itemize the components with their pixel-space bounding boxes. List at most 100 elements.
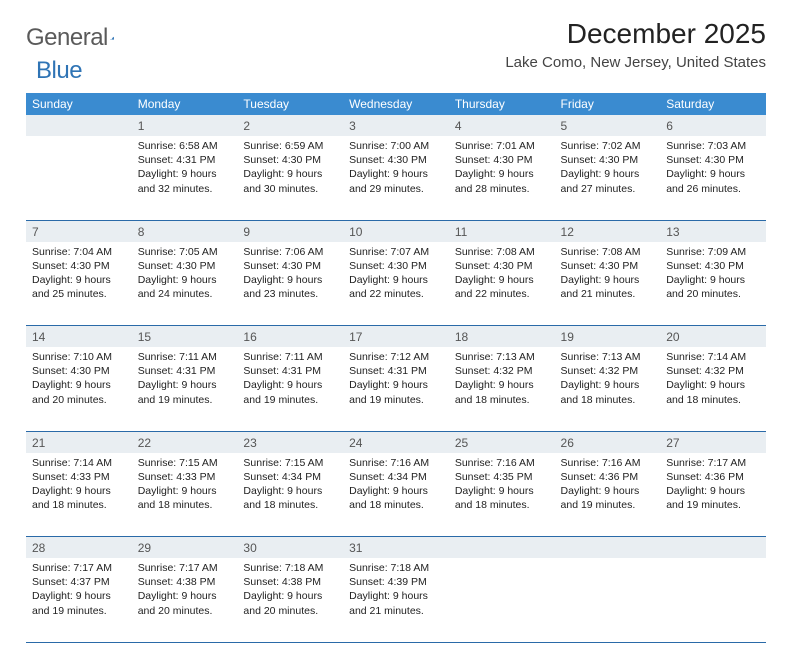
calendar-body: 123456Sunrise: 6:58 AMSunset: 4:31 PMDay… xyxy=(26,115,766,642)
day-details: Sunrise: 7:13 AMSunset: 4:32 PMDaylight:… xyxy=(561,350,655,407)
day-cell: Sunrise: 7:13 AMSunset: 4:32 PMDaylight:… xyxy=(555,347,661,431)
day-cell: Sunrise: 7:14 AMSunset: 4:33 PMDaylight:… xyxy=(26,453,132,537)
day-cell: Sunrise: 7:14 AMSunset: 4:32 PMDaylight:… xyxy=(660,347,766,431)
weekday-header: Tuesday xyxy=(237,93,343,115)
day-details: Sunrise: 7:14 AMSunset: 4:33 PMDaylight:… xyxy=(32,456,126,513)
sunset-line: Sunset: 4:31 PM xyxy=(138,364,232,378)
day-cell: Sunrise: 7:08 AMSunset: 4:30 PMDaylight:… xyxy=(449,242,555,326)
day-number: 19 xyxy=(561,330,574,344)
daynum-cell: 17 xyxy=(343,326,449,348)
day-details: Sunrise: 7:17 AMSunset: 4:37 PMDaylight:… xyxy=(32,561,126,618)
sunrise-line: Sunrise: 7:04 AM xyxy=(32,245,126,259)
day-number: 30 xyxy=(243,541,256,555)
sunset-line: Sunset: 4:36 PM xyxy=(666,470,760,484)
sunrise-line: Sunrise: 7:00 AM xyxy=(349,139,443,153)
daynum-cell: 29 xyxy=(132,537,238,559)
day-number: 2 xyxy=(243,119,250,133)
daynum-cell: 26 xyxy=(555,431,661,453)
daylight-line: Daylight: 9 hours and 19 minutes. xyxy=(349,378,443,406)
day-details: Sunrise: 7:06 AMSunset: 4:30 PMDaylight:… xyxy=(243,245,337,302)
daylight-line: Daylight: 9 hours and 21 minutes. xyxy=(561,273,655,301)
day-details: Sunrise: 7:15 AMSunset: 4:34 PMDaylight:… xyxy=(243,456,337,513)
day-cell: Sunrise: 7:17 AMSunset: 4:37 PMDaylight:… xyxy=(26,558,132,642)
day-cell: Sunrise: 7:16 AMSunset: 4:36 PMDaylight:… xyxy=(555,453,661,537)
sunrise-line: Sunrise: 7:09 AM xyxy=(666,245,760,259)
sunset-line: Sunset: 4:30 PM xyxy=(349,153,443,167)
weekday-header: Saturday xyxy=(660,93,766,115)
weekday-header: Sunday xyxy=(26,93,132,115)
day-number: 28 xyxy=(32,541,45,555)
day-number: 3 xyxy=(349,119,356,133)
daynum-cell: 10 xyxy=(343,220,449,242)
day-number: 7 xyxy=(32,225,39,239)
daylight-line: Daylight: 9 hours and 19 minutes. xyxy=(666,484,760,512)
day-number: 26 xyxy=(561,436,574,450)
day-number: 15 xyxy=(138,330,151,344)
weekday-header: Monday xyxy=(132,93,238,115)
sunset-line: Sunset: 4:34 PM xyxy=(349,470,443,484)
day-number: 17 xyxy=(349,330,362,344)
day-number: 8 xyxy=(138,225,145,239)
header: General December 2025 Lake Como, New Jer… xyxy=(26,18,766,71)
day-cell: Sunrise: 7:11 AMSunset: 4:31 PMDaylight:… xyxy=(237,347,343,431)
daynum-cell: 1 xyxy=(132,115,238,136)
triangle-icon xyxy=(110,29,114,47)
sunrise-line: Sunrise: 7:12 AM xyxy=(349,350,443,364)
daynum-cell: 22 xyxy=(132,431,238,453)
day-number: 10 xyxy=(349,225,362,239)
week-row: Sunrise: 7:14 AMSunset: 4:33 PMDaylight:… xyxy=(26,453,766,537)
day-details: Sunrise: 7:12 AMSunset: 4:31 PMDaylight:… xyxy=(349,350,443,407)
daynum-cell: 21 xyxy=(26,431,132,453)
day-cell: Sunrise: 7:18 AMSunset: 4:38 PMDaylight:… xyxy=(237,558,343,642)
sunset-line: Sunset: 4:37 PM xyxy=(32,575,126,589)
daynum-cell xyxy=(26,115,132,136)
daynum-cell: 8 xyxy=(132,220,238,242)
day-number: 13 xyxy=(666,225,679,239)
sunrise-line: Sunrise: 7:06 AM xyxy=(243,245,337,259)
sunset-line: Sunset: 4:30 PM xyxy=(32,259,126,273)
daynum-cell: 24 xyxy=(343,431,449,453)
day-cell: Sunrise: 7:17 AMSunset: 4:36 PMDaylight:… xyxy=(660,453,766,537)
day-details: Sunrise: 7:02 AMSunset: 4:30 PMDaylight:… xyxy=(561,139,655,196)
daylight-line: Daylight: 9 hours and 19 minutes. xyxy=(138,378,232,406)
sunset-line: Sunset: 4:30 PM xyxy=(666,153,760,167)
day-details: Sunrise: 7:09 AMSunset: 4:30 PMDaylight:… xyxy=(666,245,760,302)
sunrise-line: Sunrise: 7:11 AM xyxy=(138,350,232,364)
day-cell: Sunrise: 7:13 AMSunset: 4:32 PMDaylight:… xyxy=(449,347,555,431)
logo: General xyxy=(26,24,136,52)
sunrise-line: Sunrise: 6:59 AM xyxy=(243,139,337,153)
daynum-cell: 2 xyxy=(237,115,343,136)
sunrise-line: Sunrise: 6:58 AM xyxy=(138,139,232,153)
day-cell: Sunrise: 7:03 AMSunset: 4:30 PMDaylight:… xyxy=(660,136,766,220)
daynum-cell xyxy=(555,537,661,559)
sunset-line: Sunset: 4:30 PM xyxy=(349,259,443,273)
day-details: Sunrise: 7:16 AMSunset: 4:34 PMDaylight:… xyxy=(349,456,443,513)
calendar-page: General December 2025 Lake Como, New Jer… xyxy=(0,0,792,653)
daylight-line: Daylight: 9 hours and 18 minutes. xyxy=(561,378,655,406)
daynum-cell: 4 xyxy=(449,115,555,136)
sunset-line: Sunset: 4:35 PM xyxy=(455,470,549,484)
day-cell: Sunrise: 7:05 AMSunset: 4:30 PMDaylight:… xyxy=(132,242,238,326)
day-details: Sunrise: 7:08 AMSunset: 4:30 PMDaylight:… xyxy=(561,245,655,302)
day-cell: Sunrise: 7:18 AMSunset: 4:39 PMDaylight:… xyxy=(343,558,449,642)
sunrise-line: Sunrise: 7:17 AM xyxy=(666,456,760,470)
logo-word2: Blue xyxy=(36,57,82,84)
daynum-cell: 16 xyxy=(237,326,343,348)
day-details: Sunrise: 7:01 AMSunset: 4:30 PMDaylight:… xyxy=(455,139,549,196)
sunrise-line: Sunrise: 7:14 AM xyxy=(32,456,126,470)
calendar-head: SundayMondayTuesdayWednesdayThursdayFrid… xyxy=(26,93,766,115)
daylight-line: Daylight: 9 hours and 30 minutes. xyxy=(243,167,337,195)
day-number: 12 xyxy=(561,225,574,239)
day-number: 9 xyxy=(243,225,250,239)
day-cell xyxy=(26,136,132,220)
sunrise-line: Sunrise: 7:18 AM xyxy=(349,561,443,575)
day-cell: Sunrise: 7:09 AMSunset: 4:30 PMDaylight:… xyxy=(660,242,766,326)
day-details: Sunrise: 6:59 AMSunset: 4:30 PMDaylight:… xyxy=(243,139,337,196)
daynum-row: 14151617181920 xyxy=(26,326,766,348)
sunrise-line: Sunrise: 7:08 AM xyxy=(561,245,655,259)
daylight-line: Daylight: 9 hours and 20 minutes. xyxy=(666,273,760,301)
sunrise-line: Sunrise: 7:10 AM xyxy=(32,350,126,364)
daylight-line: Daylight: 9 hours and 18 minutes. xyxy=(243,484,337,512)
daynum-cell: 18 xyxy=(449,326,555,348)
day-details: Sunrise: 7:10 AMSunset: 4:30 PMDaylight:… xyxy=(32,350,126,407)
